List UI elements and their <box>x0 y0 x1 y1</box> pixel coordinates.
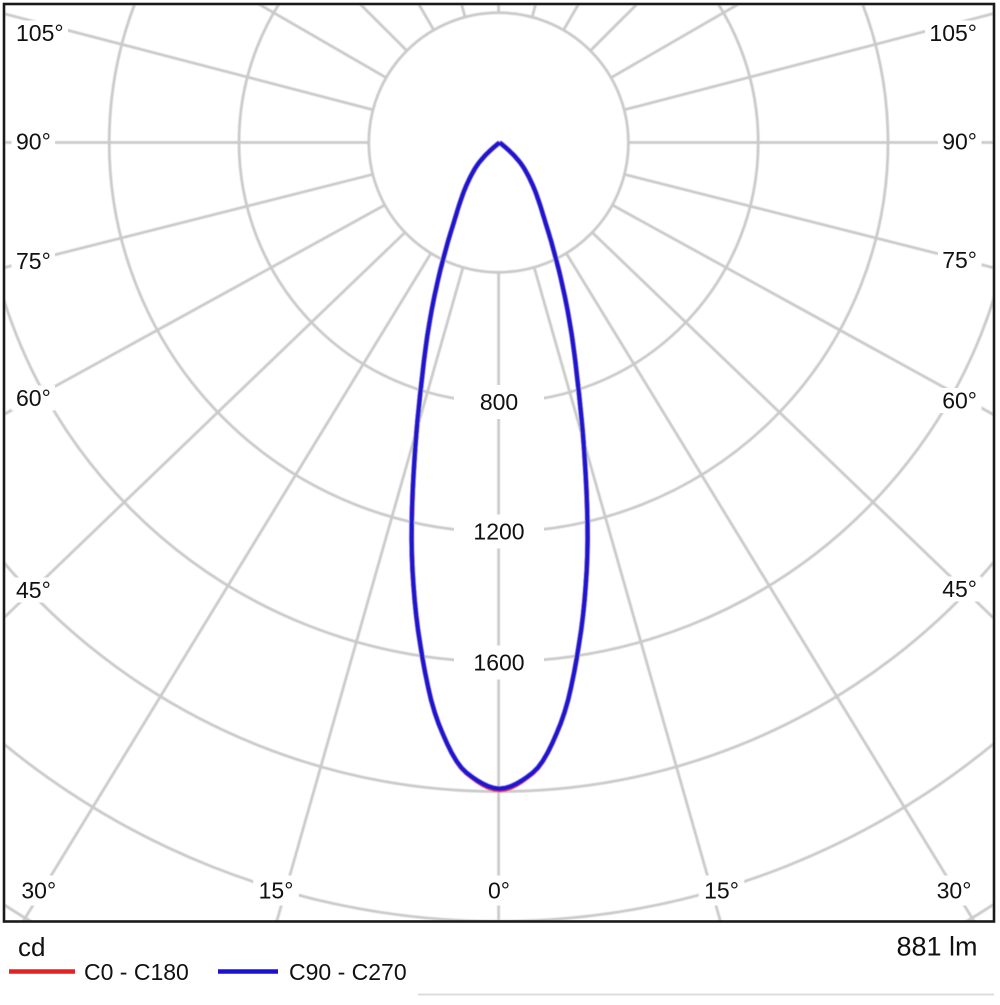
svg-text:881 lm: 881 lm <box>896 932 977 962</box>
svg-text:60°: 60° <box>16 385 51 411</box>
svg-text:105°: 105° <box>16 20 64 46</box>
svg-text:0°: 0° <box>488 878 510 904</box>
svg-text:90°: 90° <box>16 129 51 155</box>
svg-text:cd: cd <box>18 932 45 962</box>
svg-text:45°: 45° <box>16 577 51 603</box>
svg-text:60°: 60° <box>942 388 977 414</box>
svg-text:75°: 75° <box>942 247 977 273</box>
svg-text:1200: 1200 <box>473 519 524 545</box>
svg-text:15°: 15° <box>704 878 739 904</box>
svg-text:1600: 1600 <box>473 650 524 676</box>
svg-text:105°: 105° <box>929 20 977 46</box>
svg-text:90°: 90° <box>942 129 977 155</box>
svg-text:C0 - C180: C0 - C180 <box>84 959 189 985</box>
svg-text:30°: 30° <box>937 878 972 904</box>
svg-text:C90 - C270: C90 - C270 <box>289 959 407 985</box>
svg-text:800: 800 <box>480 389 518 415</box>
svg-text:15°: 15° <box>259 878 294 904</box>
svg-text:30°: 30° <box>21 878 56 904</box>
svg-text:45°: 45° <box>942 576 977 602</box>
svg-text:75°: 75° <box>16 248 51 274</box>
